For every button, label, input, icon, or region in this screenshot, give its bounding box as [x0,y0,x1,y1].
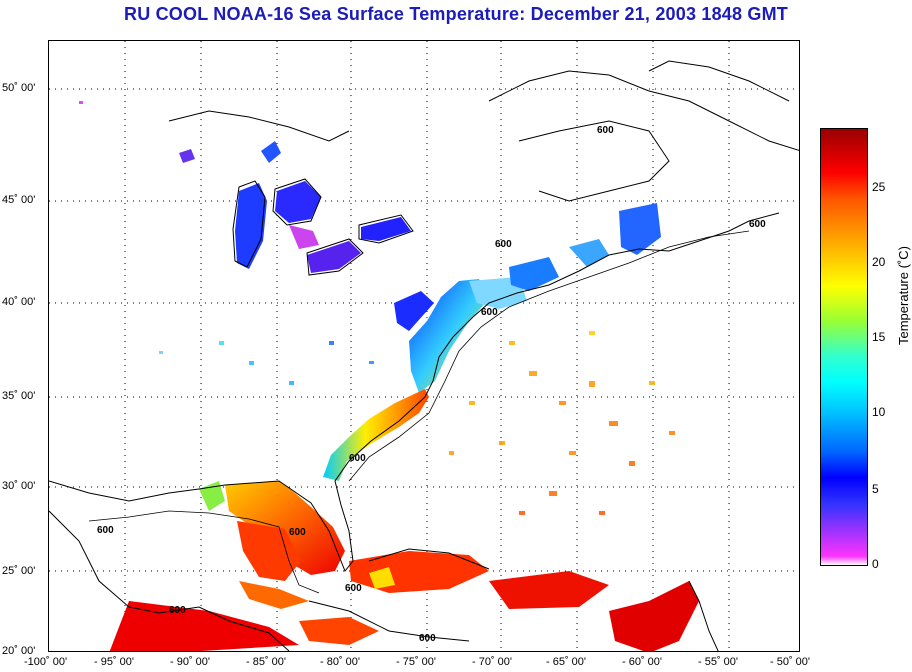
lat-label-45: 45˚ 00' [2,194,36,206]
colorbar-tick: 15 [872,330,886,344]
colorbar-tick: 25 [872,180,886,194]
isobath-600 [88,230,750,594]
lon-label-50: - 50˚ 00' [770,656,811,668]
colorbar-label: Temperature (˚C) [896,246,911,345]
lon-label-55: - 55˚ 00' [698,656,739,668]
gulf-of-mexico-sst [109,481,345,651]
lat-label-50: 50˚ 00' [2,82,36,94]
caribbean-sst [299,551,699,651]
lat-label-25: 25˚ 00' [2,565,36,577]
lat-label-40: 40˚ 00' [2,296,36,308]
map-canvas: 600 600 600 600 600 600 600 600 600 600 [49,41,799,651]
isobath-label: 600 [749,219,766,230]
lon-label-80: - 80˚ 00' [320,656,361,668]
lon-label-75: - 75˚ 00' [396,656,437,668]
lon-label-95: - 95˚ 00' [94,656,135,668]
lat-label-35: 35˚ 00' [2,390,36,402]
isobath-label: 600 [169,605,186,616]
isobath-label: 600 [481,307,498,318]
lon-label-90: - 90˚ 00' [170,656,211,668]
lon-label-65: - 65˚ 00' [546,656,587,668]
isobath-label: 600 [495,239,512,250]
isobath-label: 600 [597,125,614,136]
colorbar-tick: 10 [872,405,886,419]
isobath-label: 600 [349,453,366,464]
colorbar-tick: 20 [872,255,886,269]
colorbar-tick: 5 [872,482,879,496]
map-title: RU COOL NOAA-16 Sea Surface Temperature:… [124,4,788,24]
northeast-shelf-sst [394,203,661,393]
open-ocean-sst [79,101,675,515]
coastlines [49,60,799,651]
isobath-label: 600 [289,527,306,538]
lon-label-60: - 60˚ 00' [622,656,663,668]
lat-label-20: 20˚ 00' [2,645,36,657]
lat-label-30: 30˚ 00' [2,480,36,492]
isobath-label: 600 [345,583,362,594]
isobath-label: 600 [419,633,436,644]
sst-map[interactable]: 600 600 600 600 600 600 600 600 600 600 [48,40,800,652]
southeast-coast-sst [323,389,429,481]
lon-label-100: -100˚ 00' [24,656,68,668]
colorbar-tick: 0 [872,557,879,571]
great-lakes-sst [179,141,411,273]
lon-label-70: - 70˚ 00' [472,656,513,668]
temperature-colorbar [820,128,868,566]
lon-label-85: - 85˚ 00' [246,656,287,668]
isobath-label: 600 [97,525,114,536]
